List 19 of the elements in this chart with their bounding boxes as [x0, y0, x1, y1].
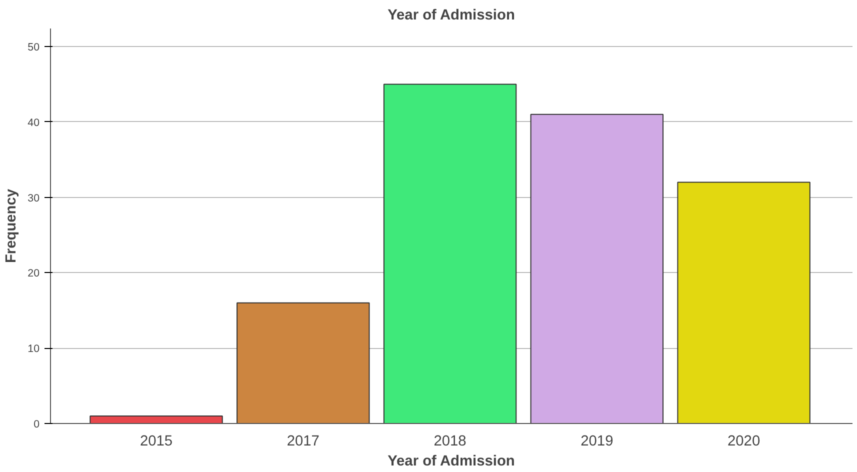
- bar: [236, 302, 370, 424]
- bar: [530, 114, 664, 424]
- x-tick-label: 2019: [580, 434, 614, 450]
- x-tick-label: 2020: [728, 434, 760, 450]
- y-tick-label: 20: [28, 268, 40, 280]
- x-tick-label: 2015: [140, 434, 173, 450]
- bar: [677, 182, 810, 424]
- y-tick-label: 10: [28, 343, 40, 356]
- y-tick-label: 40: [28, 116, 40, 129]
- bar: [90, 415, 223, 424]
- y-tick-label: 0: [34, 418, 40, 430]
- y-axis-title: Frequency: [4, 188, 20, 264]
- bar: [383, 84, 517, 424]
- chart-title: Year of Admission: [388, 8, 515, 24]
- x-tick-label: 2017: [286, 434, 320, 450]
- x-tick-label: 2018: [434, 434, 466, 450]
- x-axis-title: Year of Admission: [388, 454, 515, 470]
- y-tick-label: 30: [28, 192, 40, 204]
- y-tick-label: 50: [28, 42, 40, 54]
